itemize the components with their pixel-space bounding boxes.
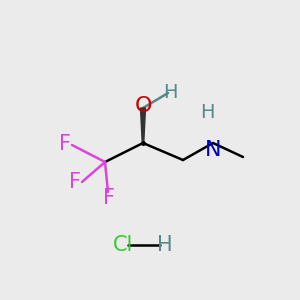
- Text: O: O: [134, 96, 152, 116]
- Text: H: H: [163, 83, 177, 103]
- Text: H: H: [200, 103, 214, 122]
- Text: F: F: [59, 134, 71, 154]
- Text: Cl: Cl: [113, 235, 133, 255]
- Text: F: F: [103, 188, 115, 208]
- Text: H: H: [157, 235, 173, 255]
- Text: N: N: [205, 140, 221, 160]
- Text: F: F: [69, 172, 81, 192]
- Polygon shape: [140, 108, 146, 143]
